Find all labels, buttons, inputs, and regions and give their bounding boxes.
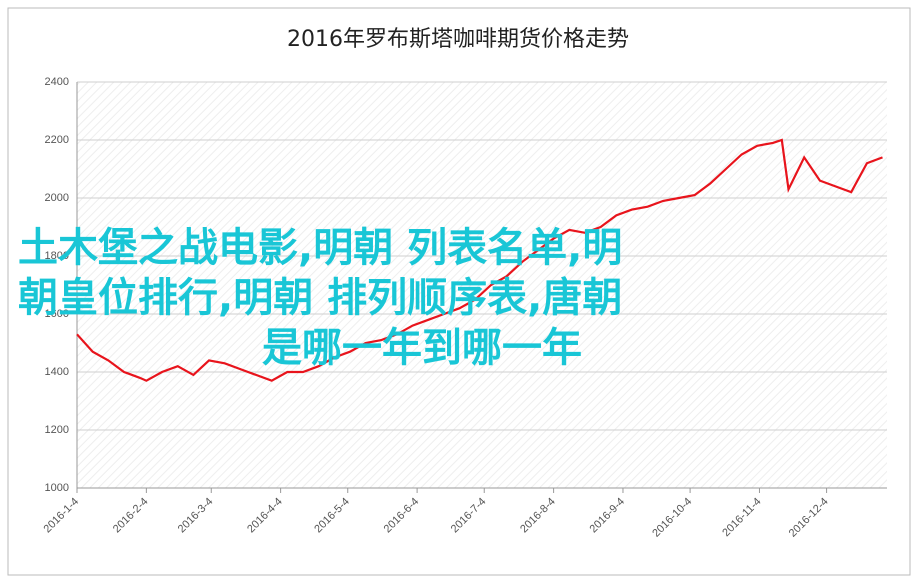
y-tick-label: 1800 [45, 250, 69, 262]
y-tick-label: 1400 [45, 366, 69, 378]
overlay-line: 是哪一年到哪一年 [262, 325, 582, 371]
y-tick-label: 2200 [45, 134, 69, 146]
y-tick-label: 2000 [45, 192, 69, 204]
series-line [76, 138, 883, 382]
y-tick-label: 2400 [45, 76, 69, 88]
y-tick-label: 1000 [45, 482, 69, 494]
overlay-line: 土木堡之战电影,明朝 列表名单,明 [18, 225, 622, 271]
chart-title: 2016年罗布斯塔咖啡期货价格走势 [287, 27, 629, 52]
y-tick-label: 1600 [45, 308, 69, 320]
y-tick-label: 1200 [45, 424, 69, 436]
overlay-line: 朝皇位排行,明朝 排列顺序表,唐朝 [18, 275, 622, 321]
